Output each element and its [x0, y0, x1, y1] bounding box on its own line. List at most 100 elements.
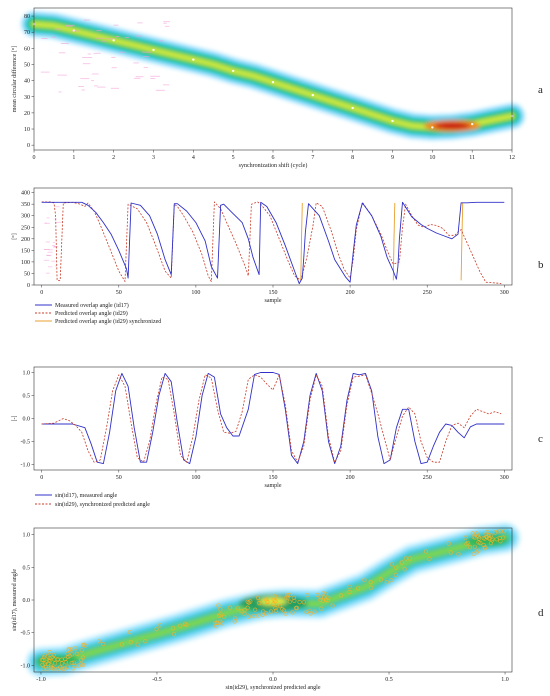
panel-a-speckle — [40, 71, 50, 73]
scatter-point — [326, 595, 331, 601]
panel-a-x-tick-label: 0 — [33, 155, 36, 161]
panel-b-speckle — [45, 254, 52, 256]
panel-a-y-tick-label: 0 — [27, 143, 30, 149]
scatter-point — [389, 562, 395, 567]
scatter-point — [51, 666, 56, 671]
panel-b-speckle — [46, 255, 51, 257]
panel-d-y-tick-label: 0.0 — [23, 598, 31, 604]
panel-a-speckle — [135, 76, 144, 78]
panel-b-speckle — [51, 260, 56, 262]
panel-a-ridge-point — [231, 69, 235, 73]
panel-d-x-tick-label: -0.5 — [152, 677, 162, 683]
panel-a-speckle — [78, 86, 84, 87]
scatter-point — [485, 529, 490, 535]
scatter-point — [154, 626, 159, 632]
scatter-point — [369, 585, 374, 590]
scatter-point — [312, 609, 317, 614]
scatter-point — [218, 607, 223, 612]
scatter-point — [135, 642, 140, 647]
scatter-point — [368, 579, 373, 585]
scatter-point — [245, 605, 250, 610]
panel-b-speckle — [43, 248, 50, 250]
panel-c-x-tick-label: 150 — [269, 475, 278, 481]
panel-b-y-tick-label: 350 — [21, 202, 30, 208]
panel-b-speckle — [52, 245, 56, 246]
scatter-point — [42, 655, 47, 660]
panel-b-y-tick-label: 50 — [24, 271, 30, 277]
panel-a-speckle — [58, 91, 62, 93]
scatter-point — [61, 666, 67, 671]
panel-b-speckle — [45, 241, 51, 243]
panel-a-speckle — [80, 78, 90, 80]
scatter-point — [227, 605, 232, 610]
scatter-point — [246, 600, 251, 605]
scatter-point — [389, 578, 394, 583]
scatter-point — [347, 589, 352, 595]
scatter-point — [81, 642, 86, 647]
panel-a-ridge-point — [192, 58, 195, 61]
panel-a-speckle — [136, 35, 143, 37]
panel-c-x-tick-label: 300 — [500, 475, 509, 481]
scatter-point — [157, 623, 162, 628]
scatter-point — [69, 660, 74, 666]
panel-c-sine-plot: 0 50 100 150 200 250 300 -1.0 -0.5 0.0 0.5 1.0 sampl… — [12, 366, 513, 508]
scatter-point — [40, 662, 45, 668]
scatter-point — [284, 595, 289, 600]
scatter-point — [456, 551, 461, 557]
scatter-point — [308, 611, 313, 616]
panel-c-y-tick-label: -1.0 — [21, 462, 31, 468]
scatter-point — [178, 623, 183, 628]
scatter-point — [477, 536, 482, 541]
scatter-point — [321, 591, 326, 596]
panel-c-measured-line — [41, 372, 505, 465]
panel-a-speckle — [111, 67, 117, 69]
scatter-point — [318, 595, 323, 600]
panel-a-speckle — [91, 80, 95, 82]
panel-d-y-axis-label: sin(id17), measured angle — [11, 569, 18, 631]
panel-b-y-tick-label: 100 — [21, 260, 30, 266]
panel-d-y-tick-label: -1.0 — [21, 663, 31, 669]
scatter-point — [476, 548, 481, 553]
panel-a-x-tick-label: 12 — [509, 155, 515, 161]
scatter-point — [69, 647, 74, 652]
panel-a-x-tick-label: 3 — [152, 155, 155, 161]
scatter-point — [264, 611, 269, 616]
scatter-point — [50, 665, 55, 671]
scatter-point — [216, 603, 221, 608]
panel-b-predicted-line — [41, 201, 502, 284]
scatter-point — [287, 592, 292, 598]
panel-b-measured-line — [41, 201, 505, 285]
panel-b-y-axis-label: [°] — [11, 233, 18, 239]
scatter-point — [73, 646, 78, 651]
scatter-point — [218, 612, 223, 617]
panel-a-speckle — [81, 89, 85, 91]
scatter-point — [283, 611, 288, 616]
panel-a-y-tick-label: 30 — [24, 95, 30, 101]
scatter-point — [407, 556, 412, 561]
panel-a-x-tick-label: 9 — [391, 155, 394, 161]
panel-a-speckle — [115, 36, 120, 37]
scatter-point — [256, 613, 261, 618]
panel-b-y-tick-label: 200 — [21, 237, 30, 243]
scatter-point — [251, 613, 256, 618]
panel-c-legend: sin(id17), measured angle sin(id29), sync… — [35, 492, 150, 508]
panel-c-legend-label-0: sin(id17), measured angle — [55, 492, 117, 499]
scatter-point — [67, 647, 72, 653]
scatter-point — [362, 577, 367, 583]
panel-c-x-tick-label: 200 — [346, 475, 355, 481]
scatter-point — [273, 605, 278, 611]
panel-b-speckle — [54, 265, 58, 267]
panel-b-speckle — [46, 217, 50, 219]
scatter-point — [393, 572, 398, 578]
panel-a-speckle — [97, 86, 106, 88]
panel-a-speckle — [93, 52, 101, 54]
panel-a-ridge-point — [311, 93, 315, 97]
scatter-point — [287, 599, 292, 604]
panel-b-speckle — [52, 242, 55, 243]
panel-b-x-tick-label: 0 — [40, 290, 43, 296]
panel-a-ridge-point — [271, 81, 275, 84]
scatter-point — [339, 593, 344, 598]
scatter-point — [273, 594, 278, 599]
panel-a-y-tick-label: 70 — [24, 30, 30, 36]
panel-a-speckle — [95, 37, 105, 39]
